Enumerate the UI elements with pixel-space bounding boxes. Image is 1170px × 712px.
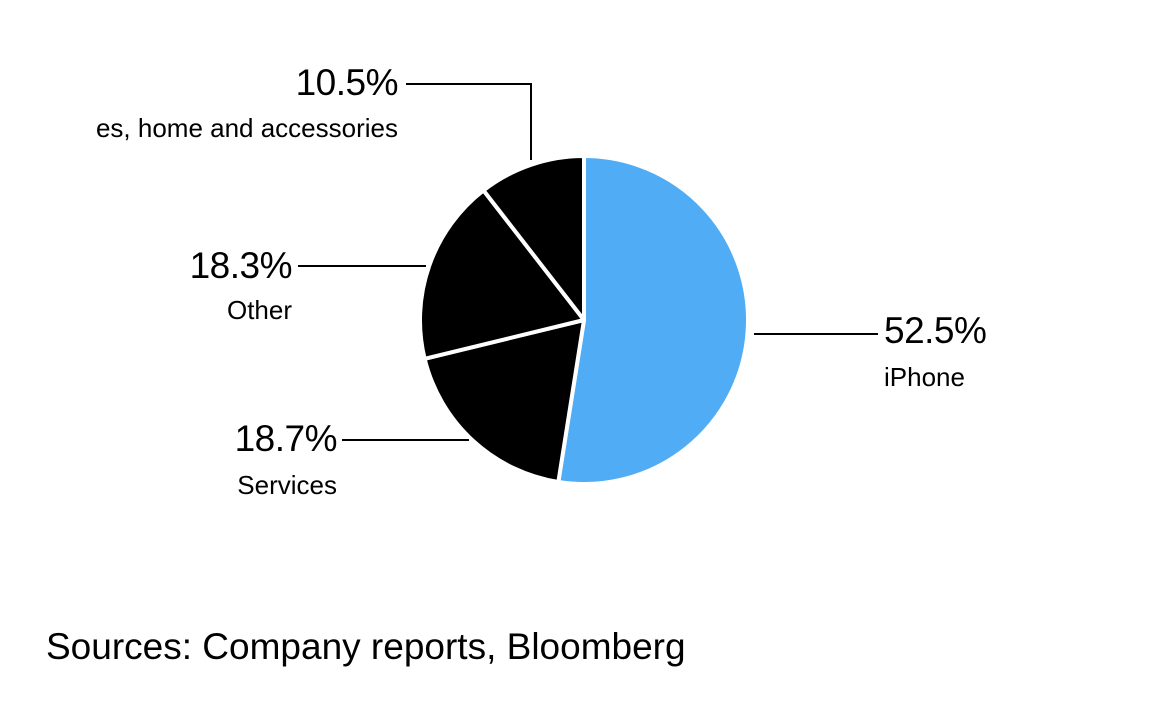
pie-slice-other — [418, 188, 586, 361]
slice-name-label-services: Services — [237, 470, 337, 500]
source-note: Sources: Company reports, Bloomberg — [46, 626, 686, 667]
slice-value-label-iphone: 52.5% — [884, 310, 986, 351]
pie-slice-iphone — [556, 154, 750, 486]
slice-value-label-other: 18.3% — [190, 245, 292, 286]
leader-line-wearables — [406, 83, 532, 160]
pie-slices — [418, 154, 750, 486]
pie-slice-services — [422, 318, 586, 484]
pie-slice-wearables — [481, 154, 586, 322]
slice-name-label-iphone: iPhone — [884, 362, 965, 392]
slice-value-label-wearables: 10.5% — [296, 62, 398, 103]
slice-name-label-wearables: es, home and accessories — [96, 113, 398, 143]
slice-value-label-services: 18.7% — [235, 418, 337, 459]
slice-name-label-other: Other — [227, 295, 292, 325]
